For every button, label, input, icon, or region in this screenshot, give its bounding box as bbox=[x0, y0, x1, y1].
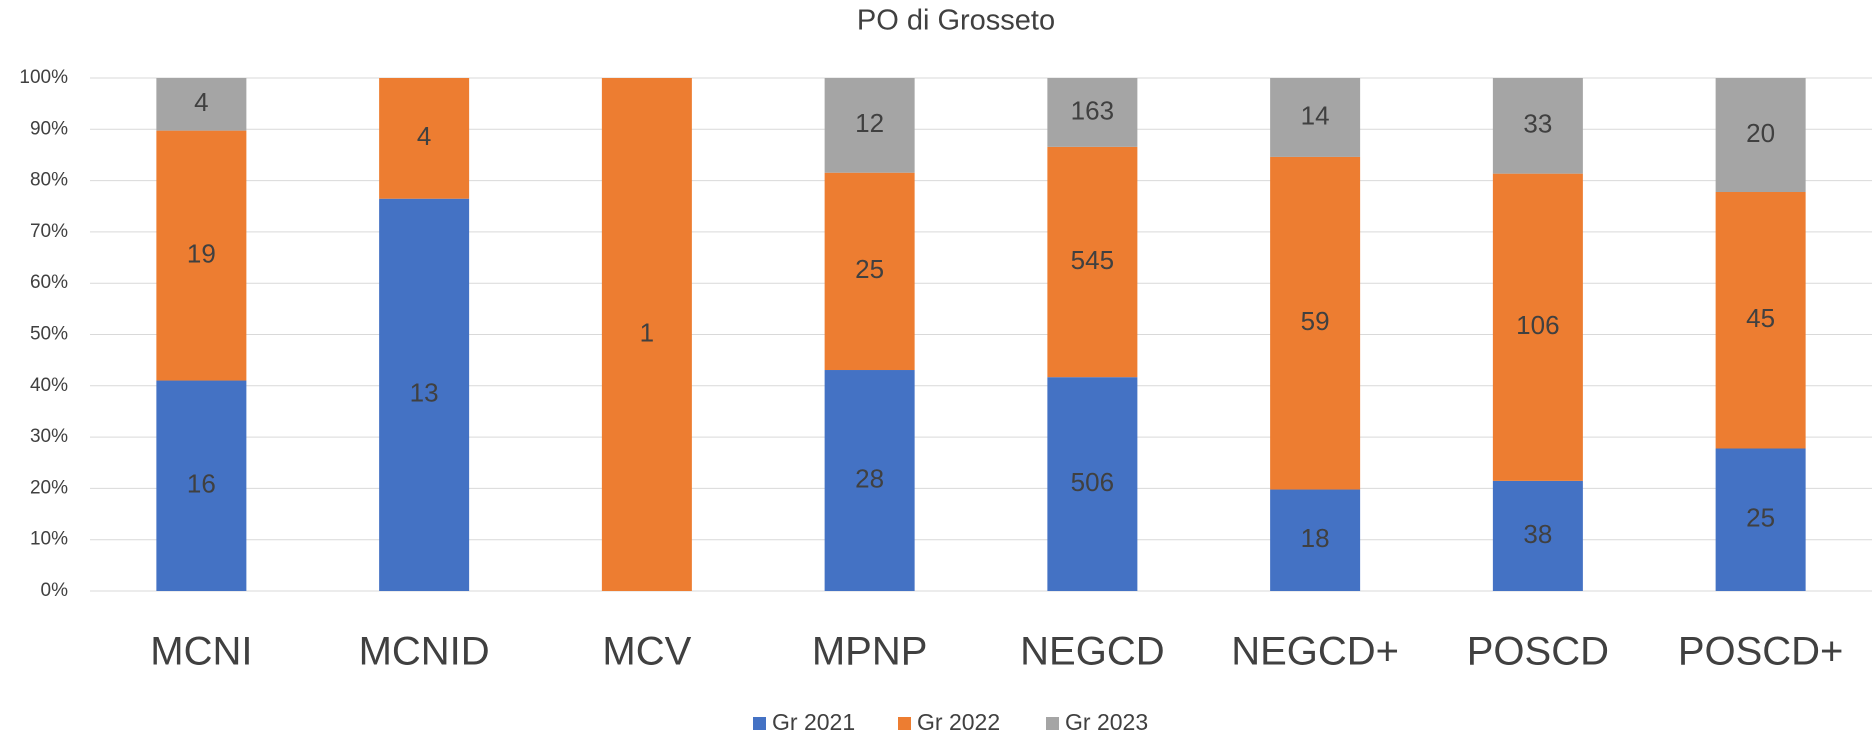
bar-segment bbox=[1047, 78, 1138, 147]
bar-segment bbox=[156, 130, 247, 381]
x-tick-label: MPNP bbox=[812, 630, 928, 674]
y-tick-label: 100% bbox=[19, 67, 68, 88]
y-tick-label: 50% bbox=[30, 324, 68, 345]
chart-title: PO di Grosseto bbox=[857, 5, 1055, 37]
data-label: 45 bbox=[1746, 303, 1775, 333]
bar-segment bbox=[1715, 78, 1806, 192]
data-label: 28 bbox=[855, 463, 884, 493]
y-tick-label: 70% bbox=[30, 221, 68, 242]
bar-segment bbox=[379, 198, 470, 592]
bar-segment bbox=[1270, 78, 1361, 157]
data-label: 38 bbox=[1523, 519, 1552, 549]
y-tick-label: 90% bbox=[30, 118, 68, 139]
data-label: 14 bbox=[1301, 100, 1330, 130]
legend-swatch bbox=[1046, 717, 1059, 730]
data-label: 12 bbox=[855, 108, 884, 138]
data-label: 545 bbox=[1071, 245, 1114, 275]
x-tick-label: MCNI bbox=[150, 630, 252, 674]
bar-segment bbox=[824, 78, 915, 173]
data-label: 18 bbox=[1301, 523, 1330, 553]
bar-segment bbox=[1715, 192, 1806, 449]
bar-segment bbox=[1047, 377, 1138, 591]
bar-segment bbox=[156, 78, 247, 131]
legend-label: Gr 2022 bbox=[917, 709, 1000, 735]
data-label: 13 bbox=[410, 378, 439, 408]
x-tick-label: NEGCD+ bbox=[1231, 630, 1399, 674]
legend-label: Gr 2021 bbox=[772, 709, 855, 735]
data-label: 1 bbox=[640, 317, 654, 347]
y-tick-label: 0% bbox=[41, 580, 69, 601]
bar-segment bbox=[1492, 173, 1583, 481]
bar-segment bbox=[1270, 489, 1361, 591]
bar-segment bbox=[1715, 448, 1806, 591]
data-label: 163 bbox=[1071, 95, 1114, 125]
legend-label: Gr 2023 bbox=[1065, 709, 1148, 735]
x-tick-label: POSCD+ bbox=[1678, 630, 1844, 674]
data-label: 16 bbox=[187, 469, 216, 499]
legend-swatch bbox=[898, 717, 911, 730]
data-label: 4 bbox=[194, 87, 208, 117]
data-label: 506 bbox=[1071, 467, 1114, 497]
bar-segment bbox=[824, 370, 915, 591]
bar-segment bbox=[1492, 78, 1583, 174]
data-label: 19 bbox=[187, 238, 216, 268]
bar-segment bbox=[601, 78, 692, 591]
y-tick-label: 20% bbox=[30, 477, 68, 498]
data-label: 25 bbox=[855, 254, 884, 284]
bar-segment bbox=[379, 78, 470, 199]
data-label: 20 bbox=[1746, 118, 1775, 148]
x-tick-label: NEGCD bbox=[1020, 630, 1164, 674]
bar-segment bbox=[156, 380, 247, 591]
bar-segment bbox=[1270, 156, 1361, 490]
y-tick-label: 40% bbox=[30, 375, 68, 396]
bar-segment bbox=[1492, 480, 1583, 591]
y-tick-label: 30% bbox=[30, 426, 68, 447]
x-tick-label: MCNID bbox=[359, 630, 490, 674]
legend-swatch bbox=[753, 717, 766, 730]
data-label: 59 bbox=[1301, 306, 1330, 336]
bar-segment bbox=[824, 172, 915, 371]
data-label: 33 bbox=[1523, 109, 1552, 139]
y-tick-label: 80% bbox=[30, 170, 68, 191]
y-tick-label: 10% bbox=[30, 529, 68, 550]
data-label: 106 bbox=[1516, 310, 1559, 340]
x-tick-label: POSCD bbox=[1467, 630, 1609, 674]
x-tick-label: MCV bbox=[602, 630, 691, 674]
bar-segment bbox=[1047, 146, 1138, 378]
data-label: 25 bbox=[1746, 503, 1775, 533]
data-label: 4 bbox=[417, 121, 431, 151]
y-tick-label: 60% bbox=[30, 272, 68, 293]
